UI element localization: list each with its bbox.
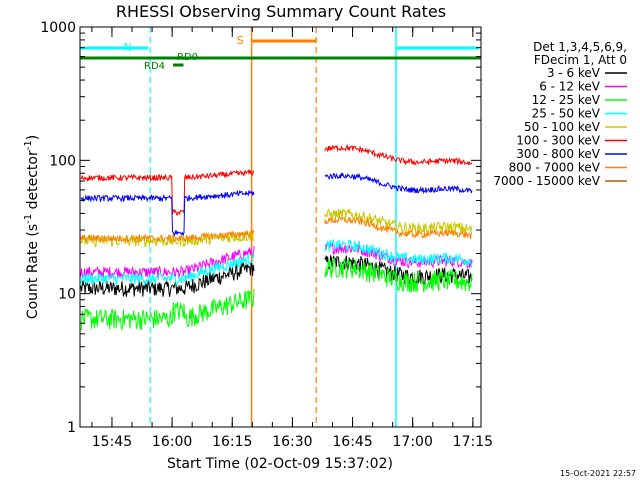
series-line [80, 238, 473, 287]
y-tick-label: 100 [49, 153, 76, 169]
y-axis-label-sup1: -1 [23, 214, 34, 224]
y-axis-label-mid: detector [25, 150, 41, 214]
generated-timestamp: 15-Oct-2021 22:57 [560, 469, 636, 478]
rd4-label: RD4 [144, 61, 165, 72]
chart-title: RHESSI Observing Summary Count Rates [116, 2, 446, 21]
x-tick-label: 17:15 [453, 434, 493, 450]
legend-entry-label: 300 - 800 keV [516, 147, 600, 161]
series-line [80, 216, 473, 244]
plot-frame [79, 26, 482, 428]
y-axis-label-main: Count Rate (s [25, 224, 41, 319]
series-line [80, 143, 473, 216]
x-tick-label: 16:00 [152, 434, 192, 450]
axis-ticks: 1 10 100 1000 15:45 16:00 16:15 16:30 16:45 17:00… [40, 20, 493, 450]
legend-entry-label: 6 - 12 keV [539, 80, 601, 94]
series-layer [80, 143, 473, 332]
x-tick-label: 17:00 [393, 434, 433, 450]
legend-entry-label: 50 - 100 keV [524, 120, 601, 134]
x-tick-label: 16:15 [212, 434, 252, 450]
x-axis-label: Start Time (02-Oct-09 15:37:02) [167, 456, 393, 472]
x-tick-label: 16:30 [272, 434, 312, 450]
legend-entry-label: 800 - 7000 keV [509, 161, 601, 175]
rd0-label: RD0 [177, 52, 198, 63]
y-axis-label-end: ) [25, 135, 41, 140]
legend-entry-label: 25 - 50 keV [532, 107, 601, 121]
y-tick-label: 1 [67, 420, 76, 436]
y-axis-label-sup2: -1 [23, 140, 34, 150]
legend-entry-label: 100 - 300 keV [516, 134, 600, 148]
series-line [80, 254, 473, 297]
series-line [80, 172, 473, 237]
night-label: N [124, 41, 132, 54]
legend-entry-label: 3 - 6 keV [547, 66, 601, 80]
y-tick-label: 10 [58, 287, 76, 303]
legend-header: Det 1,3,4,5,6,9, [533, 40, 627, 54]
legend-entry-label: 7000 - 15000 keV [493, 174, 600, 188]
series-line [80, 257, 473, 332]
x-tick-label: 16:45 [332, 434, 372, 450]
legend: Det 1,3,4,5,6,9,FDecim 1, Att 03 - 6 keV… [493, 40, 627, 188]
y-axis-label: Count Rate (s-1 detector-1) [23, 135, 41, 319]
x-tick-label: 15:45 [92, 434, 132, 450]
saa-label: S [237, 34, 244, 47]
legend-header: FDecim 1, Att 0 [534, 53, 627, 67]
legend-entry-label: 12 - 25 keV [532, 93, 601, 107]
y-tick-label: 1000 [40, 20, 76, 36]
